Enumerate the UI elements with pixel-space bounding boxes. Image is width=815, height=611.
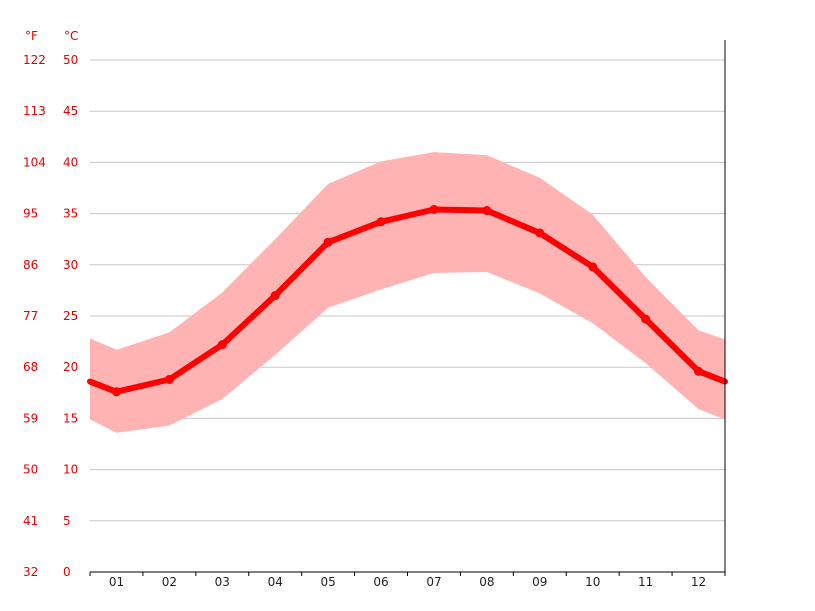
y-tick-fahrenheit: 41: [23, 514, 38, 528]
y-tick-fahrenheit: 32: [23, 565, 38, 579]
x-tick-label: 04: [268, 575, 283, 589]
axes: [89, 40, 726, 576]
x-tick-label: 09: [532, 575, 547, 589]
y-tick-celsius: 40: [63, 155, 78, 169]
y-tick-celsius: 50: [63, 53, 78, 67]
data-point: [694, 366, 704, 376]
average-temperature-line: [87, 206, 728, 395]
x-tick-label: 11: [638, 575, 653, 589]
y-tick-celsius: 35: [63, 207, 78, 221]
data-point: [164, 374, 174, 384]
data-point: [270, 291, 280, 301]
x-tick-label: 07: [426, 575, 441, 589]
y-tick-celsius: 0: [63, 565, 71, 579]
y-tick-fahrenheit: 113: [23, 104, 46, 118]
y-tick-celsius: 10: [63, 463, 78, 477]
data-points: [111, 205, 704, 397]
x-tick-label: 10: [585, 575, 600, 589]
x-tick-label: 01: [109, 575, 124, 589]
data-point: [376, 217, 386, 227]
data-point: [535, 228, 545, 238]
y-tick-fahrenheit: 77: [23, 309, 38, 323]
unit-celsius-label: °C: [64, 29, 78, 43]
y-tick-fahrenheit: 95: [23, 207, 38, 221]
y-tick-celsius: 45: [63, 104, 78, 118]
data-point: [482, 206, 492, 216]
data-point: [323, 237, 333, 247]
y-tick-fahrenheit: 50: [23, 463, 38, 477]
data-point: [217, 340, 227, 350]
y-tick-fahrenheit: 122: [23, 53, 46, 67]
x-tick-label: 08: [479, 575, 494, 589]
y-tick-celsius: 20: [63, 360, 78, 374]
x-tick-label: 12: [691, 575, 706, 589]
y-tick-celsius: 5: [63, 514, 71, 528]
x-tick-label: 06: [373, 575, 388, 589]
data-point: [111, 387, 121, 397]
x-tick-label: 02: [162, 575, 177, 589]
data-point: [588, 262, 598, 272]
y-tick-celsius: 30: [63, 258, 78, 272]
y-tick-fahrenheit: 86: [23, 258, 38, 272]
x-tick-label: 03: [215, 575, 230, 589]
y-tick-celsius: 25: [63, 309, 78, 323]
unit-fahrenheit-label: °F: [25, 29, 38, 43]
y-tick-fahrenheit: 104: [23, 155, 46, 169]
y-tick-celsius: 15: [63, 411, 78, 425]
y-tick-fahrenheit: 59: [23, 411, 38, 425]
data-point: [429, 205, 439, 215]
data-point: [641, 314, 651, 324]
axis-labels: °F °C 0 32 5 41 10 50 15 59 20 68 25 77 30 86 35 95 40 10…: [23, 29, 706, 589]
y-tick-fahrenheit: 68: [23, 360, 38, 374]
temperature-range-band: [90, 152, 725, 433]
x-tick-label: 05: [320, 575, 335, 589]
